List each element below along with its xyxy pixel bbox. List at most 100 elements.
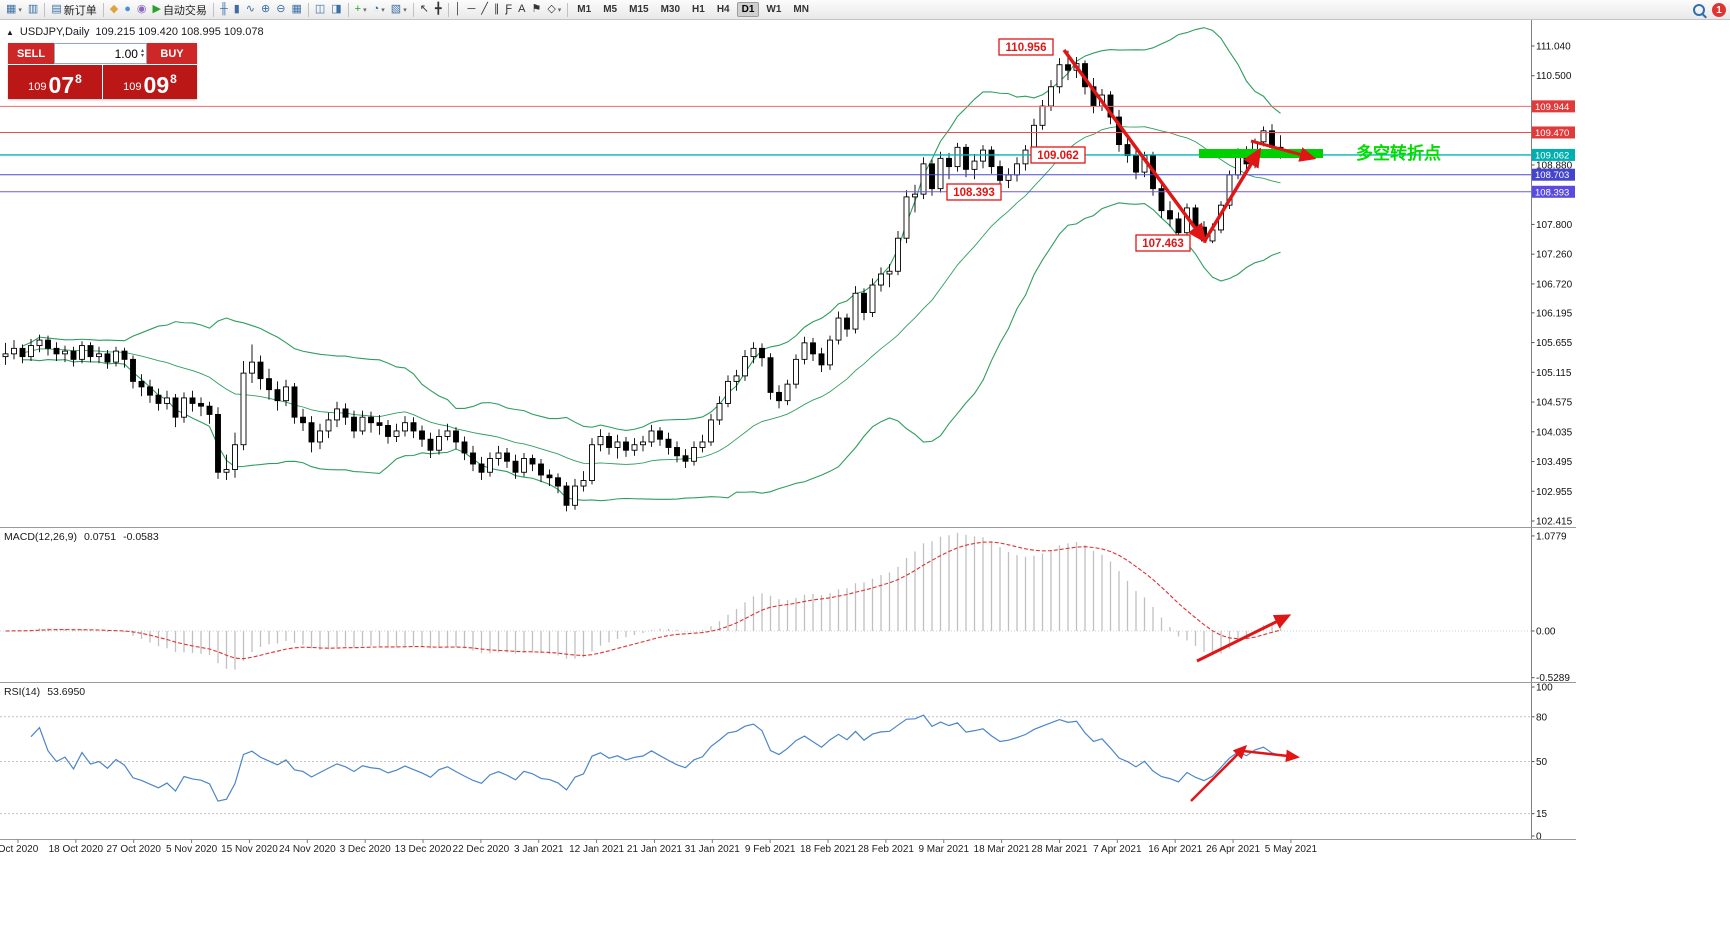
- volume-input[interactable]: 1.00 ▴ ▾: [54, 43, 147, 64]
- svg-text:28 Feb 2021: 28 Feb 2021: [858, 844, 915, 855]
- svg-text:18 Feb 2021: 18 Feb 2021: [800, 844, 857, 855]
- collapse-panel-icon[interactable]: ▲: [6, 27, 14, 37]
- svg-text:18 Oct 2020: 18 Oct 2020: [49, 844, 104, 855]
- volume-up-icon[interactable]: ▴: [140, 47, 144, 54]
- sell-price-display[interactable]: 109 07 8: [8, 65, 102, 99]
- help-center-button[interactable]: ◉: [134, 1, 150, 19]
- horizontal-line-tool-icon: ─: [467, 3, 476, 15]
- sell-button[interactable]: SELL: [8, 43, 54, 64]
- volume-down-icon[interactable]: ▾: [140, 52, 144, 59]
- timeframe-w1-button[interactable]: W1: [766, 4, 782, 15]
- timeframe-m15-button[interactable]: M15: [629, 4, 649, 15]
- trendline-tool-icon: ╱: [481, 3, 488, 15]
- buy-price-pips: 09: [143, 72, 170, 98]
- crosshair-tool-button[interactable]: ╋: [432, 1, 445, 19]
- trendline-tool-button[interactable]: ╱: [478, 1, 491, 19]
- svg-text:102.955: 102.955: [1536, 487, 1573, 498]
- chart-line-icon: ∿: [245, 3, 256, 15]
- horizontal-line-tool-button[interactable]: ─: [464, 1, 478, 19]
- chart-annotations[interactable]: 110.956 109.062 108.393 107.463 多空转折点: [946, 38, 1441, 802]
- price-annotation-box: [1030, 146, 1086, 164]
- tile-windows-button[interactable]: ▦: [288, 1, 304, 19]
- volume-spinner[interactable]: ▴ ▾: [140, 47, 145, 59]
- shapes-tool-button[interactable]: ◇ ▾: [544, 1, 564, 19]
- timeframe-h1-button[interactable]: H1: [692, 4, 705, 15]
- svg-text:3 Dec 2020: 3 Dec 2020: [340, 844, 392, 855]
- svg-text:15: 15: [1536, 809, 1548, 820]
- zoom-in-button[interactable]: ⊕: [258, 1, 273, 19]
- new-order-icon: ▤: [51, 3, 62, 15]
- toolbar-separator: [44, 2, 46, 17]
- buy-price-display[interactable]: 109 09 8: [103, 65, 197, 99]
- svg-text:110.500: 110.500: [1536, 71, 1572, 82]
- chart-window-menu-button[interactable]: ▦ ▾: [3, 1, 25, 19]
- community-button[interactable]: ●: [121, 1, 134, 19]
- svg-text:7 Apr 2021: 7 Apr 2021: [1093, 844, 1142, 855]
- rsi-name: RSI(14): [4, 686, 41, 698]
- channel-tool-button[interactable]: ∥: [491, 1, 503, 19]
- svg-text:109.944: 109.944: [1535, 102, 1569, 113]
- svg-text:15 Nov 2020: 15 Nov 2020: [221, 844, 278, 855]
- candles[interactable]: [2, 50, 1284, 512]
- timeframe-h4-button[interactable]: H4: [716, 4, 730, 15]
- timeframe-m30-button[interactable]: M30: [660, 4, 681, 15]
- arrows-tool-button[interactable]: ⚑: [528, 1, 544, 19]
- mql5-market-button[interactable]: ◆: [107, 1, 121, 19]
- buy-price-frac: 8: [170, 72, 177, 86]
- svg-text:28 Mar 2021: 28 Mar 2021: [1031, 844, 1088, 855]
- vertical-line-tool-button[interactable]: │: [452, 1, 465, 19]
- svg-text:108.393: 108.393: [953, 187, 995, 199]
- cursor-tool-button[interactable]: ↖: [417, 1, 432, 19]
- toolbar-separator: [347, 2, 349, 17]
- macd-signal-value: -0.0583: [123, 531, 159, 543]
- cursor-tool-icon: ↖: [419, 3, 429, 15]
- svg-text:0.00: 0.00: [1536, 627, 1556, 638]
- templates-button[interactable]: ◨: [328, 1, 344, 19]
- macd-pane[interactable]: 1.0779 0.00 -0.5289: [0, 531, 1570, 684]
- svg-text:102.415: 102.415: [1536, 517, 1573, 528]
- new-order-label: 新订单: [63, 4, 97, 17]
- svg-text:12 Jan 2021: 12 Jan 2021: [569, 844, 624, 855]
- svg-text:26 Apr 2021: 26 Apr 2021: [1206, 844, 1260, 855]
- timeframe-m5-button[interactable]: M5: [603, 4, 618, 15]
- turning-point-text: 多空转折点: [1356, 143, 1441, 163]
- trend-arrow: [1062, 48, 1207, 244]
- volume-value: 1.00: [114, 46, 138, 61]
- chart-template-button[interactable]: ▧ ▾: [388, 1, 410, 19]
- macd-indicator-label: MACD(12,26,9) 0.0751 -0.0583: [4, 531, 159, 543]
- autotrading-icon: ▶: [152, 3, 161, 15]
- axes[interactable]: 111.040 110.500 108.880 107.800 107.260 106.7…: [0, 20, 1576, 855]
- fibonacci-tool-button[interactable]: Ƒ: [502, 1, 515, 19]
- chart-bars-button[interactable]: ╫: [217, 1, 231, 19]
- chart-line-button[interactable]: ∿: [243, 1, 258, 19]
- data-window-button[interactable]: ▥: [25, 1, 41, 19]
- text-tool-button[interactable]: A: [515, 1, 528, 19]
- rsi-pane[interactable]: 100 80 50 15 0: [0, 683, 1553, 843]
- period-selector-button[interactable]: ◔ ▾: [370, 1, 388, 19]
- buy-button[interactable]: BUY: [147, 43, 197, 64]
- chart-candles-button[interactable]: ▮: [231, 1, 243, 19]
- zoom-out-icon: ⊖: [276, 3, 286, 15]
- add-indicator-button[interactable]: + ▾: [352, 1, 370, 19]
- svg-text:100: 100: [1536, 683, 1553, 694]
- svg-text:27 Oct 2020: 27 Oct 2020: [106, 844, 161, 855]
- trend-arrow: [1196, 614, 1292, 663]
- svg-text:104.575: 104.575: [1536, 398, 1573, 409]
- rsi-value: 53.6950: [47, 686, 86, 698]
- toolbar: ▦ ▾ ▥ ▤ 新订单 ◆ ● ◉ ▶ 自动交易 ╫ ▮ ∿ ⊕ ⊖ ▦ ◫ ◨ + ▾ ◔ ▾ ▧ ▾ ↖ ╋ │ ─ ╱ ∥ Ƒ A ⚑ ◇ ▾…: [0, 0, 1730, 20]
- indicators-button[interactable]: ◫: [312, 1, 328, 19]
- autotrading-button[interactable]: ▶ 自动交易: [149, 1, 209, 19]
- search-icon[interactable]: [1693, 4, 1705, 16]
- timeframe-m1-button[interactable]: M1: [577, 4, 592, 15]
- timeframe-d1-button[interactable]: D1: [736, 2, 760, 17]
- timeframe-mn-button[interactable]: MN: [793, 4, 809, 15]
- zoom-out-button[interactable]: ⊖: [273, 1, 288, 19]
- one-click-trading-panel: SELL 1.00 ▴ ▾ BUY 109 07 8 109 09 8: [8, 43, 197, 99]
- notification-badge[interactable]: 1: [1712, 3, 1726, 17]
- symbol-header: ▲ USDJPY,Daily 109.215 109.420 108.995 1…: [6, 26, 264, 38]
- new-order-button[interactable]: ▤ 新订单: [48, 1, 99, 19]
- price-annotation-box: [998, 38, 1054, 56]
- svg-text:24 Nov 2020: 24 Nov 2020: [279, 844, 336, 855]
